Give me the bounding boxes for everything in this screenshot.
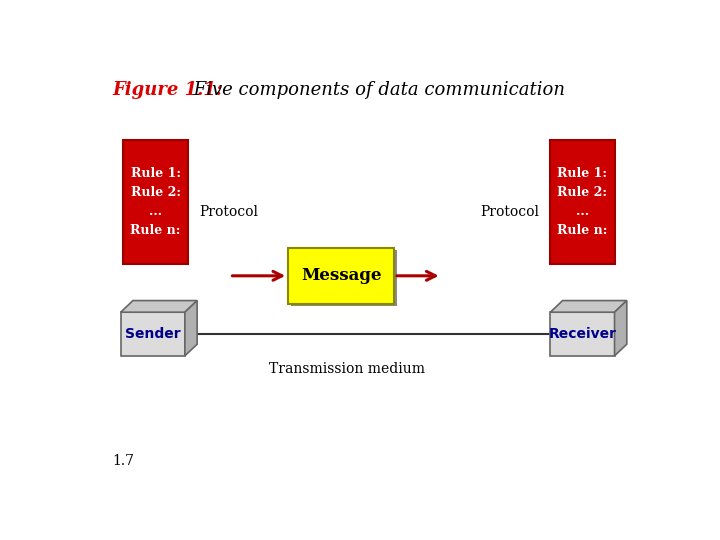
Bar — [124, 140, 188, 265]
Text: Rule 1:
Rule 2:
...
Rule n:: Rule 1: Rule 2: ... Rule n: — [130, 167, 181, 237]
Text: Protocol: Protocol — [480, 205, 539, 219]
Bar — [292, 250, 397, 306]
Text: Transmission medium: Transmission medium — [269, 362, 425, 376]
Polygon shape — [121, 301, 197, 312]
Bar — [550, 140, 614, 265]
Text: Sender: Sender — [125, 327, 181, 341]
Polygon shape — [615, 301, 627, 356]
Text: Five components of data communication: Five components of data communication — [188, 82, 564, 99]
Bar — [121, 312, 185, 356]
Bar — [288, 248, 394, 304]
Polygon shape — [185, 301, 197, 356]
Text: 1.7: 1.7 — [112, 454, 135, 468]
Text: Rule 1:
Rule 2:
...
Rule n:: Rule 1: Rule 2: ... Rule n: — [557, 167, 608, 237]
Text: Message: Message — [301, 267, 382, 285]
Polygon shape — [550, 301, 627, 312]
Text: Protocol: Protocol — [199, 205, 258, 219]
Bar — [550, 312, 614, 356]
Text: Receiver: Receiver — [549, 327, 616, 341]
Text: Figure 1.1:: Figure 1.1: — [112, 82, 222, 99]
